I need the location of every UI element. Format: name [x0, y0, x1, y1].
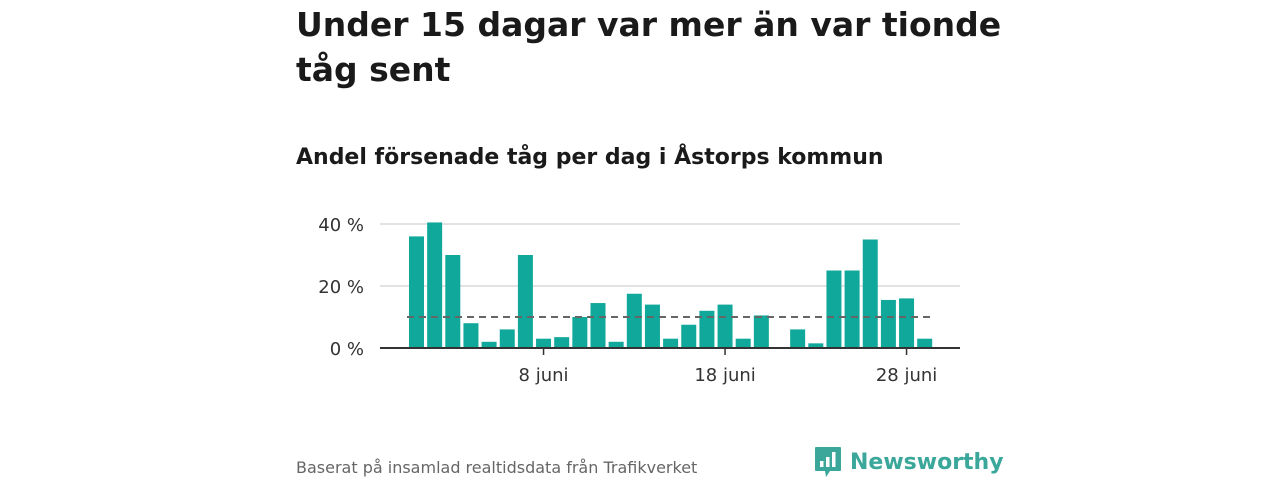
bar-day-18: [717, 304, 733, 348]
bar-day-10: [572, 317, 588, 348]
brand-name: Newsworthy: [850, 449, 1004, 475]
bar-day-15: [663, 338, 679, 348]
bar-day-3: [445, 255, 461, 348]
bar-day-20: [753, 315, 769, 348]
bar-day-1: [409, 236, 424, 348]
bar-day-23: [808, 343, 824, 348]
bar-day-8: [536, 338, 552, 348]
bar-day-4: [463, 323, 479, 348]
bar-day-28: [899, 298, 915, 348]
bar-day-7: [517, 255, 533, 348]
bar-day-6: [499, 329, 515, 348]
x-tick-label: 18 juni: [694, 365, 755, 386]
bar-day-16: [681, 324, 697, 348]
bar-day-22: [790, 329, 806, 348]
bar-day-9: [554, 337, 570, 348]
y-tick-label: 0 %: [330, 339, 364, 360]
brand-logo: Newsworthy: [814, 446, 1004, 478]
bar-day-25: [844, 270, 860, 348]
bar-day-5: [481, 341, 497, 348]
x-tick-label: 28 juni: [876, 365, 937, 386]
bar-day-17: [699, 310, 715, 348]
bar-day-11: [590, 303, 606, 348]
bar-day-19: [735, 338, 751, 348]
bar-day-12: [608, 341, 624, 348]
bar-day-27: [880, 299, 896, 348]
chart-subtitle: Andel försenade tåg per dag i Åstorps ko…: [296, 145, 884, 170]
bar-day-26: [862, 239, 878, 348]
bar-day-2: [427, 222, 443, 348]
y-tick-label: 40 %: [318, 215, 364, 236]
bar-day-13: [626, 293, 642, 348]
y-tick-label: 20 %: [318, 277, 364, 298]
chart-title: Under 15 dagar var mer än var tionde tåg…: [296, 5, 1002, 89]
source-note: Baserat på insamlad realtidsdata från Tr…: [296, 458, 698, 477]
x-tick-label: 8 juni: [519, 365, 569, 386]
bar-chart-speech-bubble-icon: [815, 447, 841, 477]
bar-day-14: [644, 304, 660, 348]
bar-day-29: [917, 338, 933, 348]
bar-day-24: [826, 270, 842, 348]
